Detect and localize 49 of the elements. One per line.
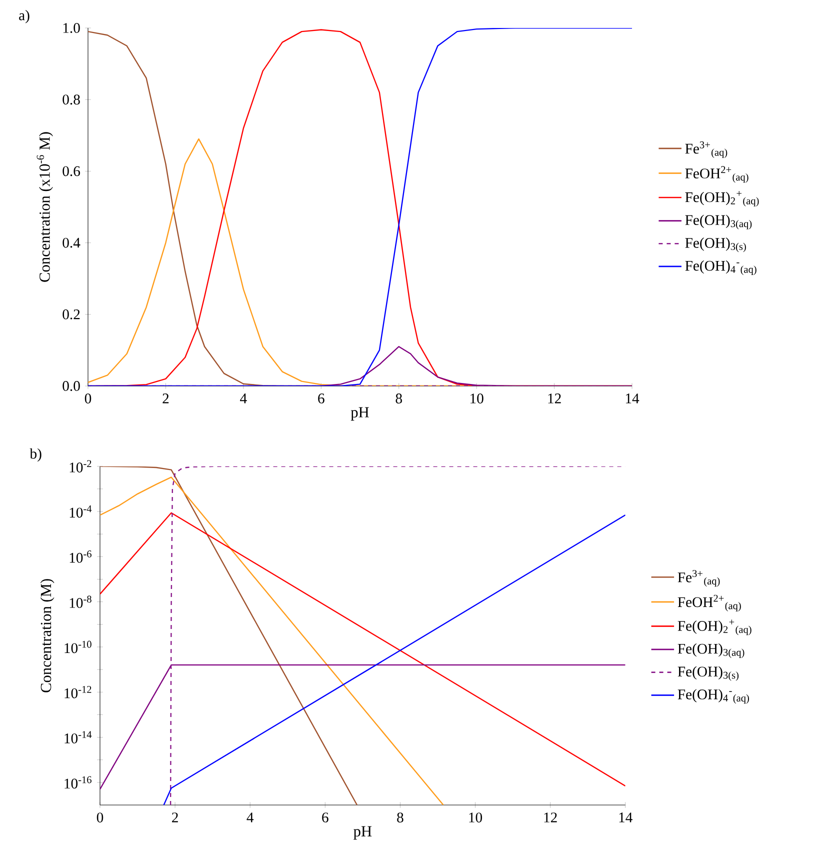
x-tick-label: 6 — [322, 812, 328, 822]
legend-label: Fe$^{3+}$(aq) — [685, 141, 728, 158]
x-tick-label: 10 — [470, 394, 484, 404]
x-tick-label: 12 — [548, 394, 561, 404]
y-tick-label: 10$^{-6}$ — [70, 550, 92, 563]
x-axis-title: pH — [354, 826, 372, 840]
y-tick-label: 10$^{-14}$ — [64, 731, 92, 744]
legend-label: Fe(OH)$_{3(aq)}$ — [678, 643, 744, 658]
y-tick-label: 10$^{-16}$ — [64, 776, 92, 789]
y-tick-label: 10$^{-4}$ — [70, 505, 92, 518]
x-tick-label: 4 — [246, 812, 254, 822]
legend-label: Fe(OH)$_{3(aq)}$ — [685, 214, 752, 230]
legend-label: Fe(OH)$_{3(s)}$ — [678, 666, 739, 681]
x-tick-label: 14 — [626, 394, 640, 404]
y-axis-title: Concentration (x10$^{-6}$ M) — [36, 132, 53, 282]
y-tick-label: 10$^{-8}$ — [70, 596, 92, 608]
x-tick-label: 8 — [397, 812, 404, 822]
legend-label: Fe(OH)$_{4}$-(aq) — [685, 260, 756, 275]
y-tick-label: 1.0 — [63, 23, 80, 33]
y-tick-label: 0.8 — [62, 94, 80, 105]
y-tick-label: 0.6 — [62, 166, 80, 176]
chart-title: a) — [19, 10, 30, 24]
x-tick-label: 2 — [172, 812, 178, 822]
x-tick-label: 0 — [84, 394, 92, 404]
x-tick-label: 6 — [318, 394, 324, 404]
y-tick-label: 10$^{-12}$ — [64, 686, 92, 698]
legend-label: Fe$^{3+}$(aq) — [678, 570, 720, 587]
x-tick-label: 12 — [544, 812, 557, 822]
y-tick-label: 10$^{-2}$ — [70, 460, 92, 472]
x-tick-label: 10 — [469, 812, 482, 822]
x-tick-label: 8 — [396, 394, 402, 404]
x-tick-label: 4 — [240, 394, 247, 404]
legend-label: Fe(OH)$_{3(s)}$ — [685, 238, 746, 252]
legend-label: Fe(OH)$_{2}$+(aq) — [685, 190, 759, 206]
line-series — [100, 476, 444, 805]
x-axis-title: pH — [350, 407, 369, 421]
y-tick-label: 0.4 — [62, 238, 80, 248]
legend-label: Fe(OH)$_{4}$-(aq) — [678, 689, 749, 704]
y-tick-label: 0.2 — [62, 309, 80, 320]
x-tick-label: 0 — [96, 812, 104, 822]
legend-label: Fe(OH)$_{2}$+(aq) — [678, 620, 752, 636]
x-tick-label: 2 — [162, 394, 169, 404]
legend-label: FeOH$^{2+}$(aq) — [685, 166, 748, 183]
x-tick-label: 14 — [619, 812, 632, 822]
chart-title: b) — [30, 448, 42, 462]
legend-label: FeOH$^{2+}$(aq) — [678, 594, 741, 612]
y-tick-label: 0.0 — [62, 381, 80, 391]
y-tick-label: 10$^{-10}$ — [64, 640, 92, 654]
y-axis-title: Concentration (M) — [40, 579, 54, 692]
